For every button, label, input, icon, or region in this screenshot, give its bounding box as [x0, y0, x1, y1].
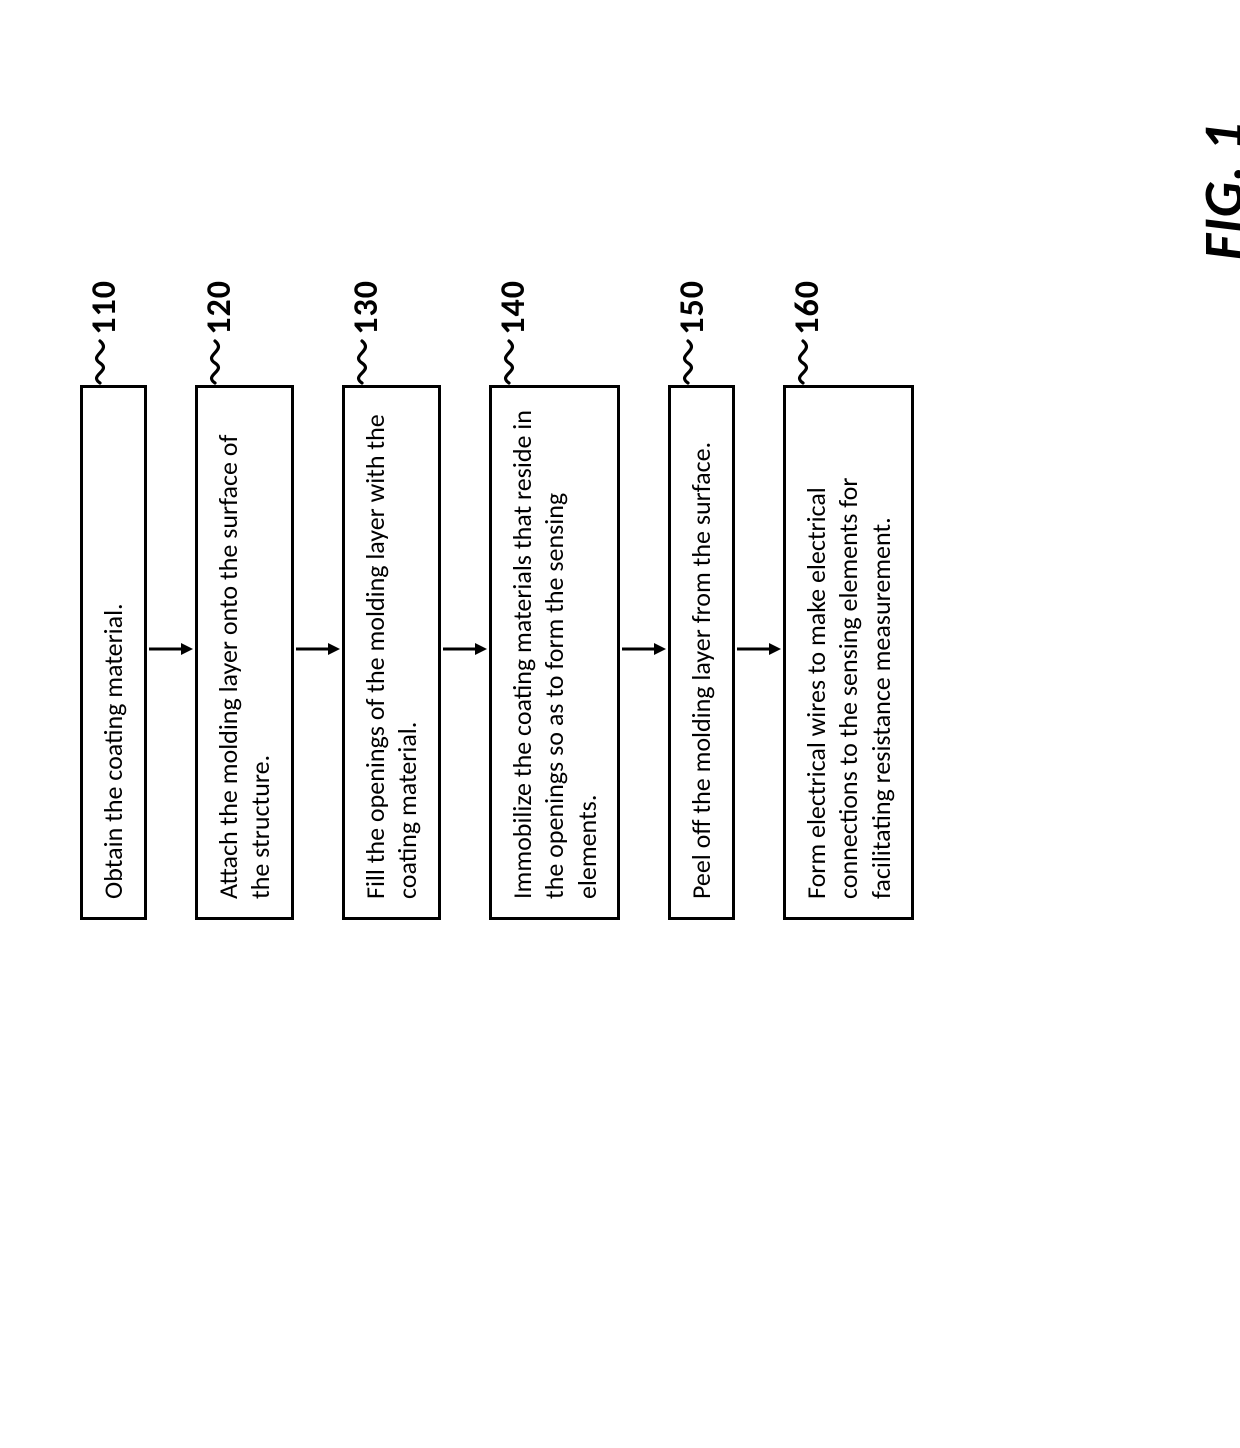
squiggle-connector-icon	[84, 339, 118, 385]
step-label-group: 120	[195, 280, 240, 385]
step-label-group: 140	[489, 280, 534, 385]
squiggle-connector-icon	[346, 339, 380, 385]
down-arrow-icon	[294, 642, 342, 656]
squiggle-connector-icon	[493, 339, 527, 385]
step-box: Obtain the coating material.	[80, 385, 147, 920]
step-label-group: 160	[783, 280, 828, 385]
step-box: Immobilize the coating materials that re…	[489, 385, 621, 920]
step-number-label: 130	[346, 280, 387, 339]
squiggle-connector-icon	[199, 339, 233, 385]
down-arrow-icon	[147, 642, 195, 656]
step-number-label: 140	[493, 280, 534, 339]
step-box: Peel off the molding layer from the surf…	[668, 385, 735, 920]
flow-step: Immobilize the coating materials that re…	[489, 280, 621, 920]
down-arrow-icon	[620, 642, 668, 656]
down-arrow-icon	[441, 642, 489, 656]
arrow-row	[735, 280, 783, 920]
page-rotated: Obtain the coating material. 110 Attach …	[0, 0, 1240, 1240]
flow-step: Obtain the coating material. 110	[80, 280, 147, 920]
step-label-group: 130	[342, 280, 387, 385]
step-number-label: 150	[672, 280, 713, 339]
step-label-group: 150	[668, 280, 713, 385]
step-number-label: 110	[84, 280, 125, 339]
flow-step: Attach the molding layer onto the surfac…	[195, 280, 294, 920]
flow-step: Fill the openings of the molding layer w…	[342, 280, 441, 920]
step-box: Attach the molding layer onto the surfac…	[195, 385, 294, 920]
step-number-label: 160	[787, 280, 828, 339]
arrow-row	[620, 280, 668, 920]
flow-step: Peel off the molding layer from the surf…	[668, 280, 735, 920]
flow-step: Form electrical wires to make electrical…	[783, 280, 915, 920]
arrow-row	[147, 280, 195, 920]
squiggle-connector-icon	[787, 339, 821, 385]
flowchart-container: Obtain the coating material. 110 Attach …	[80, 280, 914, 920]
arrow-row	[441, 280, 489, 920]
step-box: Fill the openings of the molding layer w…	[342, 385, 441, 920]
figure-caption: FIG. 1	[1190, 122, 1240, 260]
down-arrow-icon	[735, 642, 783, 656]
arrow-row	[294, 280, 342, 920]
step-label-group: 110	[80, 280, 125, 385]
squiggle-connector-icon	[672, 339, 706, 385]
step-number-label: 120	[199, 280, 240, 339]
step-box: Form electrical wires to make electrical…	[783, 385, 915, 920]
